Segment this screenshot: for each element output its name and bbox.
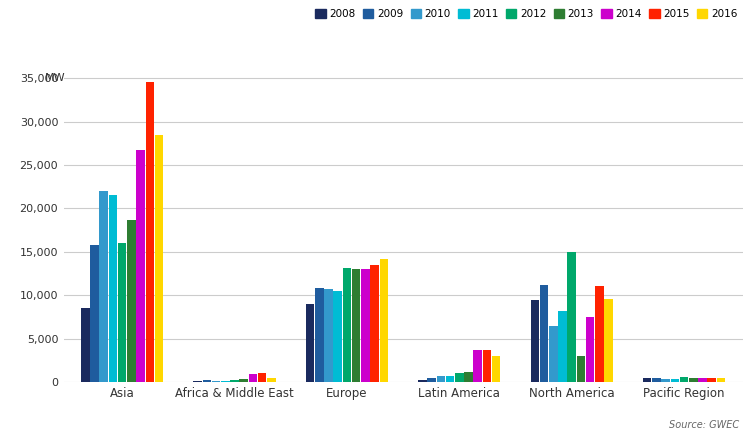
- Bar: [352, 269, 361, 382]
- Bar: [483, 350, 491, 382]
- Bar: [473, 350, 482, 382]
- Bar: [361, 269, 370, 382]
- Bar: [643, 378, 652, 382]
- Bar: [492, 356, 500, 382]
- Legend: 2008, 2009, 2010, 2011, 2012, 2013, 2014, 2015, 2016: 2008, 2009, 2010, 2011, 2012, 2013, 2014…: [316, 9, 737, 19]
- Bar: [90, 245, 99, 382]
- Bar: [221, 381, 230, 382]
- Bar: [127, 220, 136, 382]
- Bar: [436, 376, 445, 382]
- Bar: [380, 259, 388, 382]
- Bar: [136, 150, 145, 382]
- Bar: [370, 265, 379, 382]
- Bar: [604, 299, 613, 382]
- Bar: [230, 380, 238, 382]
- Bar: [689, 378, 698, 382]
- Text: ANNUAL INSTALLED CAPACITY BY REGION 2008-2016: ANNUAL INSTALLED CAPACITY BY REGION 2008…: [190, 9, 560, 22]
- Bar: [334, 291, 342, 382]
- Bar: [343, 268, 351, 382]
- Bar: [717, 378, 725, 382]
- Bar: [568, 252, 576, 382]
- Bar: [586, 317, 595, 382]
- Bar: [427, 378, 436, 382]
- Bar: [239, 379, 248, 382]
- Bar: [577, 356, 585, 382]
- Bar: [258, 373, 266, 382]
- Bar: [154, 135, 164, 382]
- Text: MW: MW: [45, 73, 66, 83]
- Bar: [455, 373, 464, 382]
- Bar: [662, 379, 670, 382]
- Bar: [267, 378, 276, 382]
- Bar: [109, 195, 117, 382]
- Bar: [315, 288, 323, 382]
- Bar: [652, 378, 661, 382]
- Bar: [558, 311, 567, 382]
- Bar: [698, 378, 706, 382]
- Bar: [707, 378, 716, 382]
- Bar: [100, 191, 108, 382]
- Bar: [306, 304, 314, 382]
- Bar: [680, 377, 688, 382]
- Bar: [419, 380, 427, 382]
- Bar: [530, 300, 539, 382]
- Bar: [81, 308, 89, 382]
- Bar: [118, 243, 127, 382]
- Bar: [549, 326, 557, 382]
- Bar: [446, 376, 454, 382]
- Bar: [194, 381, 202, 382]
- Bar: [464, 372, 472, 382]
- Bar: [324, 289, 333, 382]
- Bar: [670, 379, 680, 382]
- Text: Source: GWEC: Source: GWEC: [669, 420, 739, 430]
- Bar: [146, 82, 154, 382]
- Bar: [211, 381, 220, 382]
- Bar: [595, 286, 604, 382]
- Bar: [202, 380, 211, 382]
- Bar: [540, 285, 548, 382]
- Bar: [249, 374, 257, 382]
